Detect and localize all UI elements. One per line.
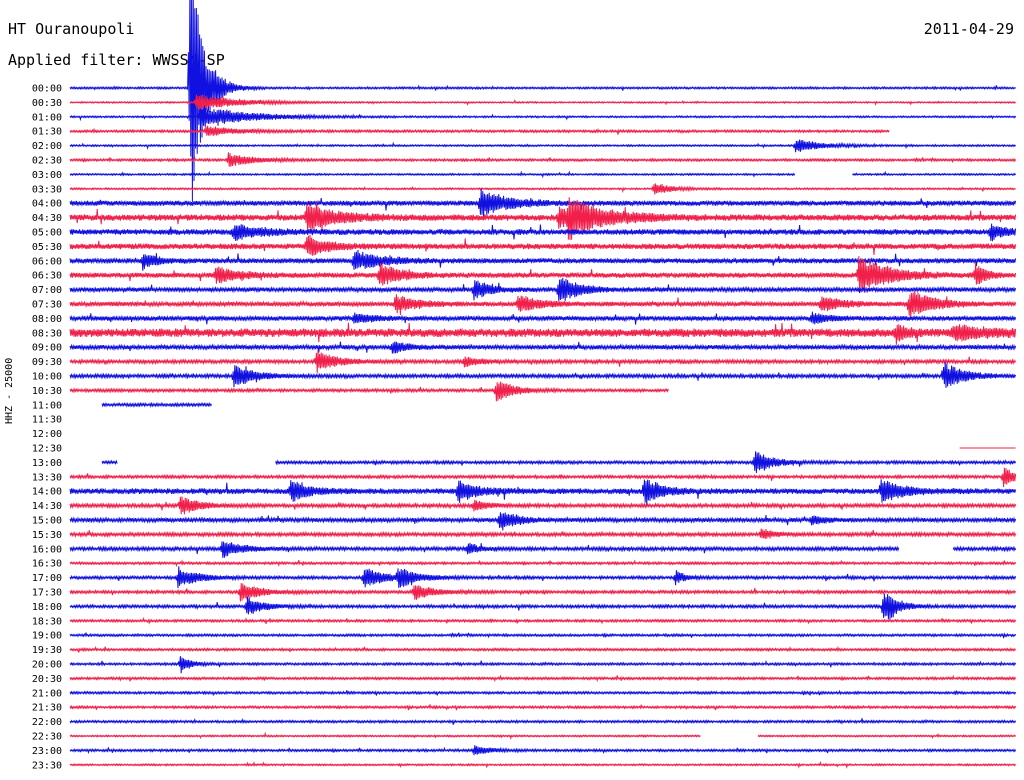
trace-1500 — [69, 512, 1017, 531]
trace-0800 — [69, 311, 1017, 325]
row-label-1200: 12:00 — [32, 429, 62, 440]
row-label-0430: 04:30 — [32, 213, 62, 224]
row-label-2200: 22:00 — [32, 717, 62, 728]
row-label-1300: 13:00 — [32, 458, 62, 469]
trace-0230 — [69, 152, 1017, 167]
trace-1930 — [69, 645, 1017, 653]
row-label-0300: 03:00 — [32, 170, 62, 181]
trace-1600 — [69, 541, 1017, 558]
trace-1730 — [69, 583, 1017, 602]
trace-0100 — [69, 105, 1017, 127]
trace-0030 — [69, 94, 1016, 110]
row-label-0200: 02:00 — [32, 141, 62, 152]
row-label-1600: 16:00 — [32, 544, 62, 555]
row-label-1900: 19:00 — [32, 631, 62, 642]
row-label-0130: 01:30 — [32, 127, 62, 138]
trace-2130 — [69, 704, 1017, 711]
trace-0630 — [69, 256, 1017, 293]
trace-1700 — [69, 566, 1017, 589]
trace-2300 — [69, 745, 1017, 756]
trace-0600 — [69, 249, 1017, 271]
row-label-2100: 21:00 — [32, 688, 62, 699]
row-label-0000: 00:00 — [32, 84, 62, 95]
row-label-1130: 11:30 — [32, 415, 62, 426]
trace-0900 — [69, 341, 1017, 354]
row-label-0230: 02:30 — [32, 156, 62, 167]
row-label-1100: 11:00 — [32, 400, 62, 411]
trace-0000 — [69, 0, 1016, 202]
row-label-0800: 08:00 — [32, 314, 62, 325]
row-label-1400: 14:00 — [32, 487, 62, 498]
trace-0330 — [69, 183, 1016, 195]
trace-2030 — [69, 674, 1017, 683]
row-label-0330: 03:30 — [32, 184, 62, 195]
trace-0700 — [69, 277, 1017, 301]
plot-date: 2011-04-29 — [923, 20, 1014, 38]
row-label-1530: 15:30 — [32, 530, 62, 541]
row-label-1700: 17:00 — [32, 573, 62, 584]
trace-1300 — [101, 451, 1017, 474]
row-label-0830: 08:30 — [32, 328, 62, 339]
trace-0500 — [69, 223, 1017, 242]
row-label-1230: 12:30 — [32, 444, 62, 455]
row-label-2230: 22:30 — [32, 732, 62, 743]
trace-1000 — [69, 362, 1017, 388]
row-label-0930: 09:30 — [32, 357, 62, 368]
row-label-0100: 01:00 — [32, 112, 62, 123]
seismic-traces — [69, 0, 1017, 769]
trace-2330 — [69, 760, 1017, 769]
trace-0200 — [69, 139, 1017, 153]
row-label-2000: 20:00 — [32, 660, 62, 671]
trace-0530 — [69, 234, 1017, 256]
trace-2000 — [69, 656, 1017, 674]
row-label-0030: 00:30 — [32, 98, 62, 109]
row-label-0530: 05:30 — [32, 242, 62, 253]
row-label-1630: 16:30 — [32, 559, 62, 570]
row-label-0900: 09:00 — [32, 343, 62, 354]
trace-1530 — [69, 528, 1017, 540]
trace-0400 — [69, 188, 1017, 218]
row-label-2300: 23:00 — [32, 746, 62, 757]
row-label-2330: 23:30 — [32, 760, 62, 771]
trace-1800 — [69, 593, 1017, 620]
row-label-0630: 06:30 — [32, 271, 62, 282]
row-label-1030: 10:30 — [32, 386, 62, 397]
trace-0130 — [69, 125, 890, 137]
trace-2100 — [69, 689, 1017, 697]
trace-2230 — [69, 731, 1017, 740]
row-label-1500: 15:00 — [32, 516, 62, 527]
trace-1400 — [69, 479, 1017, 506]
row-time-labels: 00:00 00:30 01:00 01:30 02:00 02:30 03:00 03:30… — [32, 84, 62, 772]
station-name: HT Ouranoupoli — [8, 20, 135, 38]
trace-0430 — [69, 197, 1017, 240]
filter-label: Applied filter: WWSSN-SP — [8, 51, 225, 69]
trace-1430 — [69, 496, 1017, 515]
trace-1030 — [69, 381, 669, 402]
row-label-0600: 06:00 — [32, 256, 62, 267]
trace-1900 — [69, 632, 1017, 639]
trace-1630 — [69, 559, 1017, 568]
trace-0830 — [69, 322, 1017, 345]
trace-2200 — [69, 717, 1017, 725]
row-label-1800: 18:00 — [32, 602, 62, 613]
trace-1330 — [69, 467, 1017, 488]
row-label-0500: 05:00 — [32, 228, 62, 239]
row-label-0400: 04:00 — [32, 199, 62, 210]
row-label-1930: 19:30 — [32, 645, 62, 656]
trace-1100 — [101, 401, 213, 408]
row-label-1000: 10:00 — [32, 372, 62, 383]
row-label-1730: 17:30 — [32, 588, 62, 599]
row-label-0700: 07:00 — [32, 285, 62, 296]
trace-1830 — [69, 616, 1017, 625]
trace-0730 — [69, 291, 1017, 320]
row-label-1330: 13:30 — [32, 472, 62, 483]
row-label-2130: 21:30 — [32, 703, 62, 714]
row-label-2030: 20:30 — [32, 674, 62, 685]
row-label-0730: 07:30 — [32, 300, 62, 311]
trace-0300 — [69, 170, 1017, 179]
trace-0930 — [69, 349, 1017, 374]
row-label-1430: 14:30 — [32, 501, 62, 512]
row-label-1830: 18:30 — [32, 616, 62, 627]
